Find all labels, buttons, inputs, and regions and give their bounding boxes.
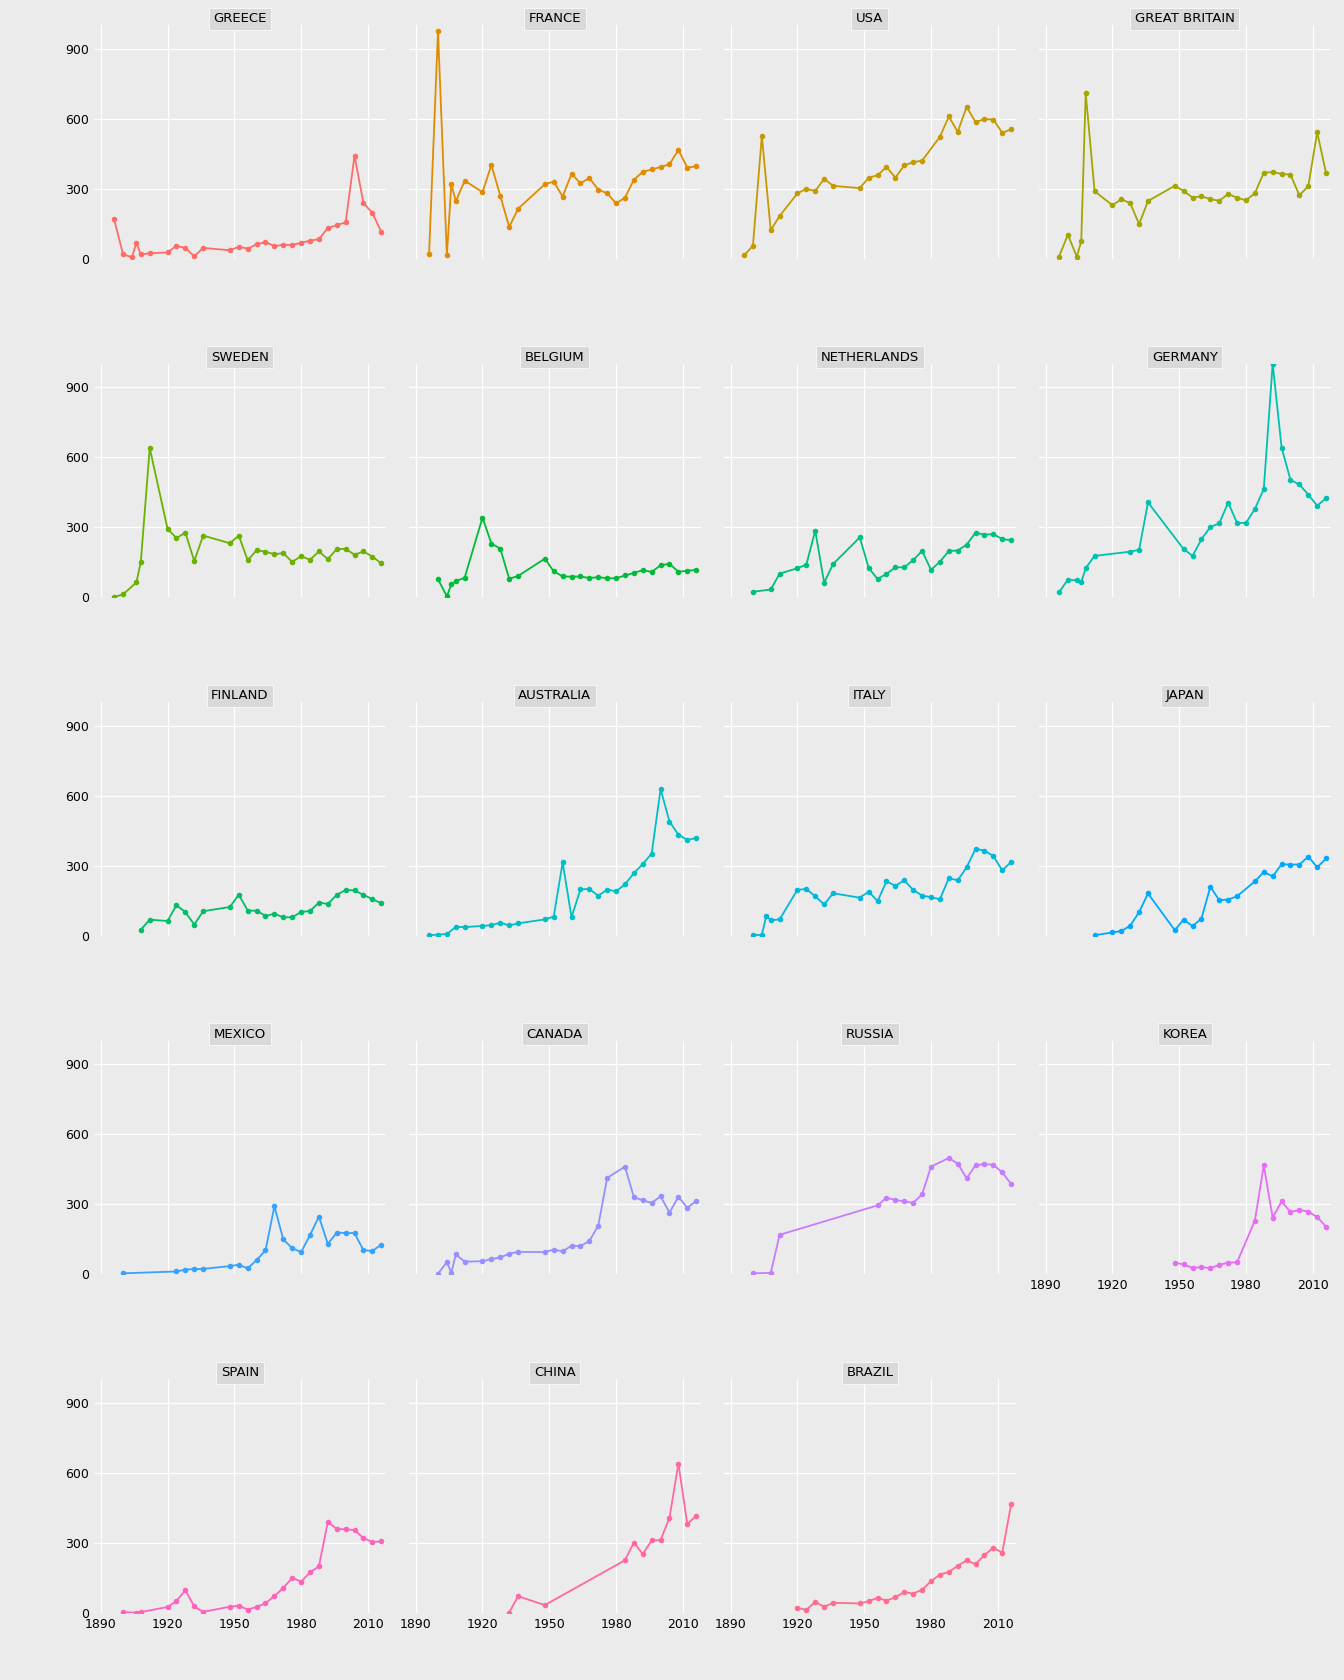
Title: GREAT BRITAIN: GREAT BRITAIN	[1134, 12, 1235, 25]
Title: MEXICO: MEXICO	[214, 1028, 266, 1042]
Title: USA: USA	[856, 12, 883, 25]
Title: ITALY: ITALY	[853, 689, 887, 702]
Title: AUSTRALIA: AUSTRALIA	[519, 689, 591, 702]
Title: KOREA: KOREA	[1163, 1028, 1207, 1042]
Title: SWEDEN: SWEDEN	[211, 351, 269, 365]
Title: GREECE: GREECE	[214, 12, 266, 25]
Title: CHINA: CHINA	[534, 1366, 575, 1379]
Title: FRANCE: FRANCE	[528, 12, 581, 25]
Title: SPAIN: SPAIN	[220, 1366, 259, 1379]
Title: NETHERLANDS: NETHERLANDS	[821, 351, 919, 365]
Title: BRAZIL: BRAZIL	[847, 1366, 894, 1379]
Title: FINLAND: FINLAND	[211, 689, 269, 702]
Title: JAPAN: JAPAN	[1165, 689, 1204, 702]
Title: GERMANY: GERMANY	[1152, 351, 1218, 365]
Title: BELGIUM: BELGIUM	[526, 351, 585, 365]
Title: CANADA: CANADA	[527, 1028, 583, 1042]
Title: RUSSIA: RUSSIA	[845, 1028, 894, 1042]
